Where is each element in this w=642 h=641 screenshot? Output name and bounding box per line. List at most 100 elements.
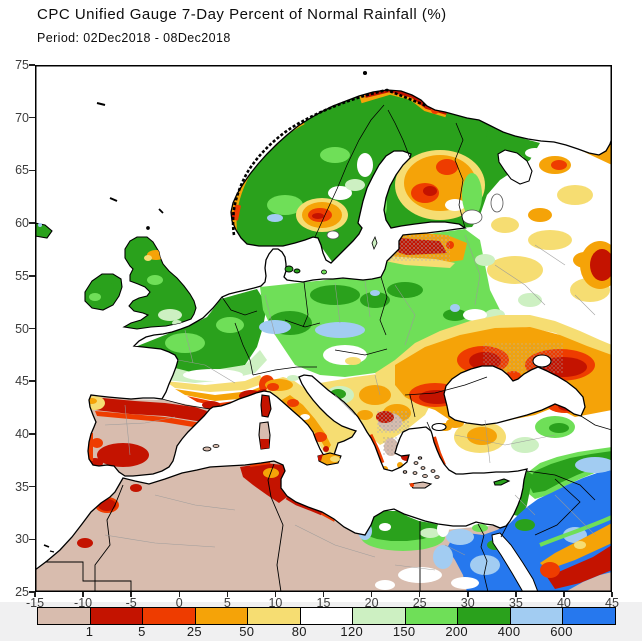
lat-tick-mark xyxy=(29,64,35,66)
colorbar-legend xyxy=(37,607,616,625)
lat-tick-mark xyxy=(29,538,35,541)
lat-tick-label: 35 xyxy=(15,479,29,494)
lon-tick-mark xyxy=(274,592,277,597)
lat-tick-label: 65 xyxy=(15,163,29,178)
nile-river xyxy=(477,523,489,592)
lat-tick-mark xyxy=(29,327,35,330)
colorbar-cell xyxy=(563,608,616,624)
country-borders xyxy=(45,104,612,592)
coastline xyxy=(35,89,612,571)
danish-isles xyxy=(284,265,294,273)
lat-tick-label: 45 xyxy=(15,374,29,389)
norway-fjord-texture xyxy=(231,88,428,236)
admin-borders xyxy=(104,234,596,571)
shetland xyxy=(158,208,164,214)
colorbar-label: 120 xyxy=(340,624,364,639)
colorbar-label: 150 xyxy=(392,624,416,639)
lat-tick-mark xyxy=(29,222,35,224)
lon-tick-mark xyxy=(611,592,613,597)
islands xyxy=(35,70,511,553)
cyprus xyxy=(493,478,511,486)
lat-tick-label: 70 xyxy=(15,110,29,125)
lon-tick-label: 30 xyxy=(460,596,475,610)
colorbar-cell xyxy=(405,608,459,624)
colorbar-cell xyxy=(195,608,249,624)
map-frame xyxy=(35,65,612,592)
colorbar-label: 400 xyxy=(497,624,521,639)
lon-tick-label: 45 xyxy=(605,596,619,610)
colorbar-label: 50 xyxy=(239,624,255,639)
colorbar-cell xyxy=(353,608,406,624)
balearics xyxy=(202,446,212,452)
inland-seas xyxy=(326,149,586,592)
lat-tick-label: 55 xyxy=(15,268,29,283)
lon-tick-label: -15 xyxy=(25,596,45,610)
rainfall-map-svg xyxy=(35,65,612,592)
orkney xyxy=(146,226,150,230)
lat-tick-mark xyxy=(29,169,35,172)
lat-tick-mark xyxy=(29,485,35,488)
colorbar-labels: 1 5 25 50 80 120 150 200 400 600 xyxy=(37,624,614,639)
lon-tick-mark xyxy=(515,592,517,597)
sea-of-marmara xyxy=(431,422,447,432)
lat-tick-mark xyxy=(29,433,35,435)
colorbar-label: 600 xyxy=(550,624,573,639)
colorbar-label: 5 xyxy=(138,624,146,639)
lon-tick-mark xyxy=(178,592,180,597)
colorbar-label: 25 xyxy=(186,624,202,639)
colorbar-cell xyxy=(248,608,301,624)
canary-islands xyxy=(43,544,50,548)
faroes xyxy=(109,197,118,202)
lon-tick-mark xyxy=(418,592,421,597)
colorbar-label: 80 xyxy=(291,624,307,639)
colorbar-cell xyxy=(300,608,354,624)
lon-tick-mark xyxy=(322,592,325,597)
lat-tick-label: 75 xyxy=(15,58,29,72)
ireland xyxy=(84,273,123,311)
lon-tick-mark xyxy=(370,592,373,597)
colorbar-cell xyxy=(458,608,511,624)
lat-tick-label: 50 xyxy=(15,321,29,336)
lon-tick-mark xyxy=(563,592,565,597)
lat-tick-mark xyxy=(29,591,35,593)
lon-tick-mark xyxy=(130,592,132,597)
lon-tick-label: -10 xyxy=(74,596,93,610)
lon-tick-label: 15 xyxy=(316,596,331,610)
lat-tick-mark xyxy=(29,275,35,277)
sea-of-azov xyxy=(532,354,552,368)
colorbar-label: 200 xyxy=(445,624,468,639)
lat-tick-label: 25 xyxy=(15,585,29,599)
corsica xyxy=(260,394,272,418)
lat-tick-label: 60 xyxy=(15,216,29,231)
lon-tick-label: 35 xyxy=(508,596,523,610)
gotland xyxy=(371,235,378,251)
lake-vanern xyxy=(326,230,340,240)
lon-tick-mark xyxy=(467,592,469,597)
crete xyxy=(409,481,433,489)
lat-tick-label: 30 xyxy=(15,532,29,547)
lon-tick-label: 10 xyxy=(268,596,283,610)
bear-island xyxy=(362,70,368,76)
lon-tick-mark xyxy=(82,592,84,597)
lon-tick-mark xyxy=(226,592,229,597)
colorbar-cell xyxy=(143,608,196,624)
lon-tick-label: 5 xyxy=(223,596,231,610)
aegean-islands xyxy=(402,456,440,479)
lake-onega xyxy=(490,193,504,213)
lake-ladoga xyxy=(461,209,483,225)
period-label: Period: 02Dec2018 - 08Dec2018 xyxy=(37,31,231,45)
colorbar-cell xyxy=(38,608,91,624)
sicily xyxy=(317,452,342,466)
colorbar-cell xyxy=(510,608,564,624)
lon-tick-label: 20 xyxy=(364,596,379,610)
map-plot-area xyxy=(35,65,612,592)
lon-tick-mark xyxy=(34,592,36,597)
black-sea xyxy=(443,365,586,426)
lon-tick-label: -5 xyxy=(125,596,137,610)
lat-tick-mark xyxy=(29,116,35,119)
lon-tick-label: 25 xyxy=(412,596,427,610)
lat-tick-label: 40 xyxy=(15,426,29,441)
jan-mayen xyxy=(96,102,106,106)
lon-tick-label: 0 xyxy=(175,596,183,610)
